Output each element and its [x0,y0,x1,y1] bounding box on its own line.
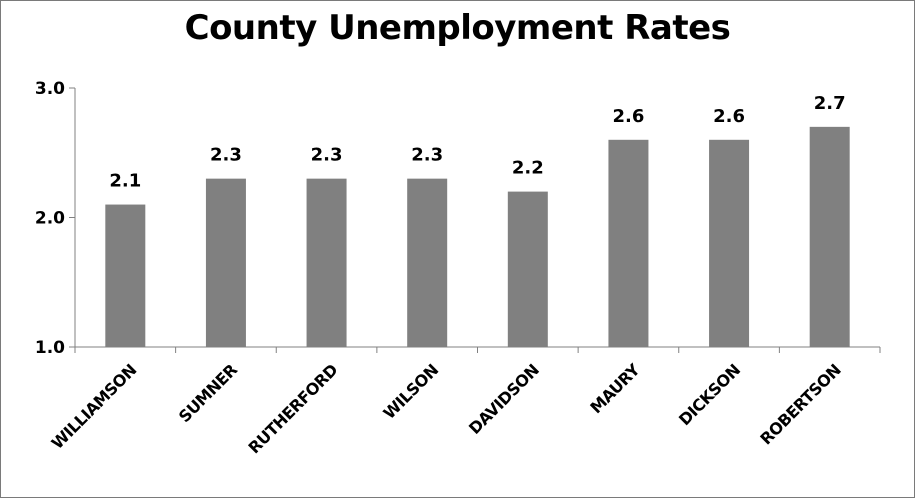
category-label: ROBERTSON [756,360,844,448]
data-label: 2.7 [814,93,846,114]
y-tick-label: 2.0 [35,209,65,229]
chart-title: County Unemployment Rates [184,8,731,48]
data-label: 2.3 [311,145,343,166]
bar [709,139,750,347]
category-label: SUMNER [175,360,241,426]
bar [105,204,146,347]
data-label: 2.6 [713,106,745,127]
category-label: WILLIAMSON [48,360,140,452]
bar [306,178,347,347]
bar [407,178,448,347]
bar [507,191,548,347]
y-tick-label: 3.0 [35,79,65,99]
category-label: DAVIDSON [465,360,543,438]
category-label: RUTHERFORD [245,360,342,457]
category-label: MAURY [586,360,643,417]
bar [809,126,850,347]
data-label: 2.1 [109,171,141,192]
bar [608,139,649,347]
category-label: DICKSON [675,360,744,429]
category-label: WILSON [380,360,442,422]
data-label: 2.3 [411,145,443,166]
data-label: 2.2 [512,158,544,179]
bar [205,178,246,347]
y-tick-label: 1.0 [35,338,65,358]
data-label: 2.6 [612,106,644,127]
data-label: 2.3 [210,145,242,166]
